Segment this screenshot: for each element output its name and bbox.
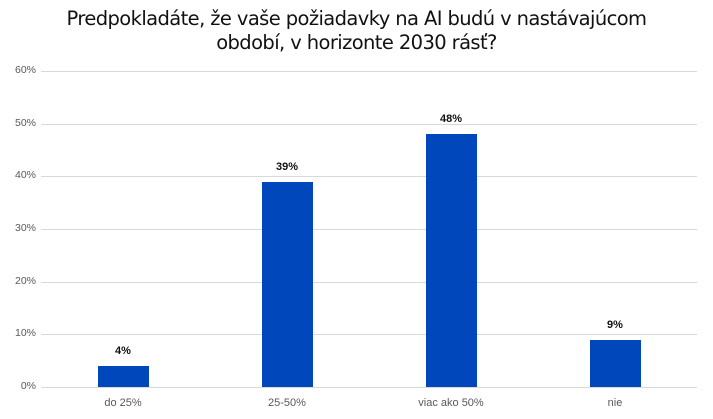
y-tick-label: 50% [14,117,36,129]
x-tick-label: 25-50% [268,397,306,409]
data-label: 48% [439,113,463,126]
x-tick-label: viac ako 50% [418,397,484,409]
data-label: 39% [275,160,299,173]
chart-title-line-1: Predpokladáte, že vaše požiadavky na AI … [66,7,647,30]
x-tick-label: do 25% [104,397,142,409]
gridline [41,387,697,388]
y-tick-label: 60% [14,64,36,76]
gridline [41,229,697,230]
gridline [41,282,697,283]
gridline [41,71,697,72]
data-label: 9% [607,318,623,331]
gridline [41,176,697,177]
y-tick-label: 40% [14,169,36,181]
bar [97,365,149,387]
bar [589,339,641,387]
chart-title-line-2: období, v horizonte 2030 rásť? [216,31,497,54]
gridline [41,334,697,335]
y-tick-label: 20% [14,275,36,287]
gridline [41,124,697,125]
data-label: 4% [115,344,131,357]
x-tick-label: nie [607,397,623,409]
bar [425,134,477,387]
y-tick-label: 30% [14,222,36,234]
y-tick-label: 10% [14,327,36,339]
chart-title: Predpokladáte, že vaše požiadavky na AI … [0,7,713,55]
bar [261,181,313,387]
y-tick-label: 0% [20,380,36,392]
